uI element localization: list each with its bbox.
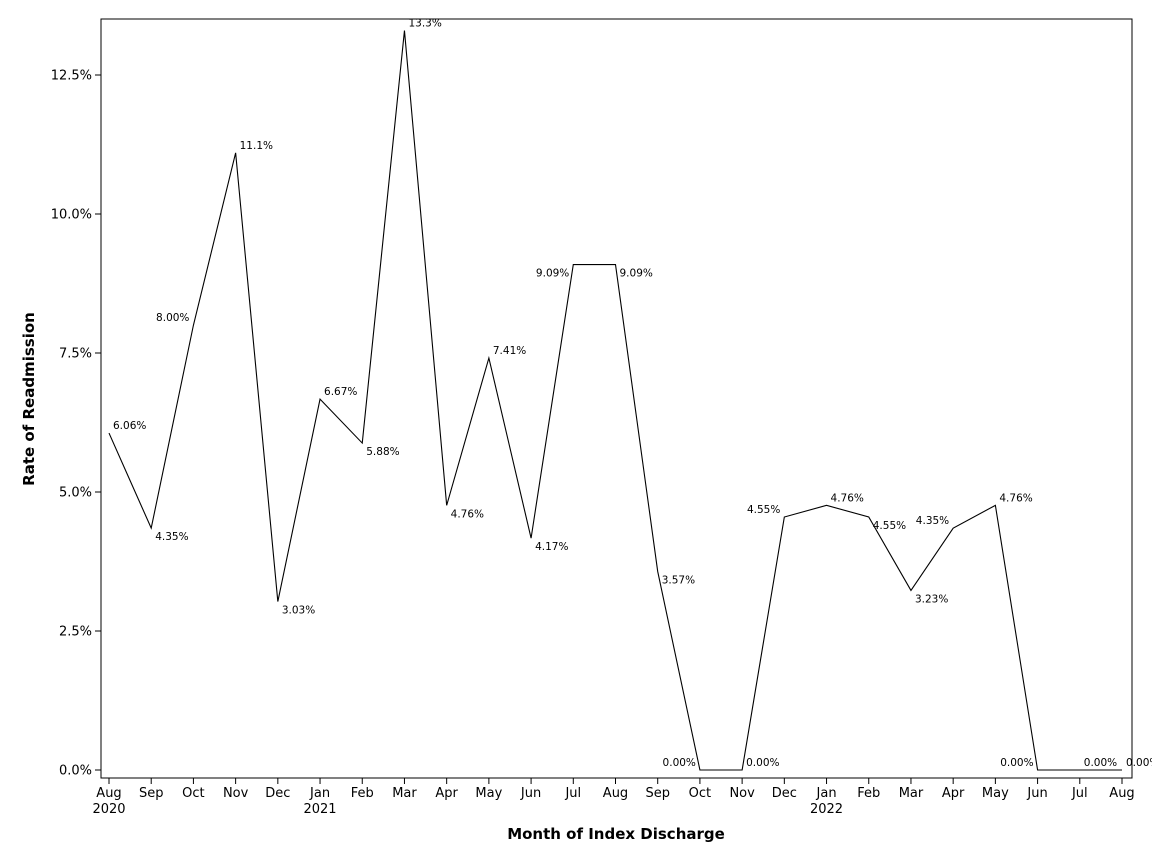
- data-label: 3.57%: [662, 575, 695, 587]
- series-line: [108, 30, 1122, 771]
- data-label: 4.35%: [916, 515, 949, 527]
- data-label: 9.09%: [620, 268, 653, 280]
- x-tick-label: Sep: [139, 786, 164, 801]
- data-label: 6.67%: [324, 386, 357, 398]
- data-label: 6.06%: [113, 420, 146, 432]
- data-label: 4.17%: [535, 541, 568, 553]
- data-label: 0.00%: [746, 757, 779, 769]
- x-year-label: 2021: [303, 802, 336, 817]
- y-tick-label: 0.0%: [59, 764, 92, 779]
- data-label: 3.23%: [915, 593, 948, 605]
- data-label: 8.00%: [156, 312, 189, 324]
- x-tick-label: Jan: [309, 786, 330, 801]
- data-label: 4.76%: [831, 492, 864, 504]
- x-tick-label: Dec: [265, 786, 290, 801]
- x-tick-label: Nov: [223, 786, 249, 801]
- data-label: 4.76%: [451, 508, 484, 520]
- data-label: 4.35%: [155, 531, 188, 543]
- x-tick-label: Feb: [351, 786, 374, 801]
- x-tick-label: Jun: [1026, 786, 1047, 801]
- x-tick-label: Jul: [564, 786, 581, 801]
- x-tick-label: Feb: [857, 786, 880, 801]
- data-label: 13.3%: [408, 18, 441, 30]
- x-tick-label: Oct: [182, 786, 204, 801]
- data-labels: 6.06% 4.35% 8.00% 11.1% 3.03% 6.67% 5.88% 13.3%…: [113, 18, 1152, 769]
- x-tick-label: Jul: [1071, 786, 1088, 801]
- data-label: 4.55%: [873, 520, 906, 532]
- x-tick-label: Jan: [816, 786, 837, 801]
- x-tick-label: Dec: [772, 786, 797, 801]
- x-tick-label: Mar: [392, 786, 417, 801]
- x-tick-label: Oct: [689, 786, 711, 801]
- x-year-label: 2022: [810, 802, 843, 817]
- y-tick-label: 12.5%: [51, 69, 92, 84]
- y-axis-title: Rate of Readmission: [20, 312, 38, 486]
- data-label: 11.1%: [240, 140, 273, 152]
- y-tick-label: 10.0%: [51, 208, 92, 223]
- data-label: 0.00%: [1084, 757, 1117, 769]
- x-tick-label: May: [475, 786, 502, 801]
- data-label: 9.09%: [536, 268, 569, 280]
- data-label: 3.03%: [282, 605, 315, 617]
- x-tick-label: Aug: [1109, 786, 1134, 801]
- x-year-label: 2020: [92, 802, 125, 817]
- y-tick-label: 2.5%: [59, 625, 92, 640]
- data-label: 4.55%: [747, 504, 780, 516]
- x-axis-title: Month of Index Discharge: [507, 825, 725, 843]
- y-tick-label: 5.0%: [59, 486, 92, 501]
- series-readmission-rate: [108, 30, 1122, 771]
- x-tick-label: Sep: [645, 786, 670, 801]
- x-tick-label: Apr: [942, 786, 965, 801]
- x-tick-label: Nov: [729, 786, 755, 801]
- data-label: 0.00%: [1126, 757, 1152, 769]
- x-axis: Aug Sep Oct Nov Dec Jan Feb Mar Apr May Jun Jul Aug S…: [92, 778, 1135, 817]
- data-label: 0.00%: [663, 757, 696, 769]
- data-label: 4.76%: [999, 492, 1032, 504]
- x-tick-label: Aug: [603, 786, 628, 801]
- y-axis: 0.0% 2.5% 5.0% 7.5% 10.0% 12.5%: [51, 69, 101, 779]
- x-tick-label: Mar: [899, 786, 924, 801]
- data-label: 5.88%: [366, 446, 399, 458]
- x-tick-label: May: [982, 786, 1009, 801]
- x-tick-label: Apr: [435, 786, 458, 801]
- plot-frame: [100, 18, 1133, 779]
- data-label: 7.41%: [493, 345, 526, 357]
- data-label: 0.00%: [1000, 757, 1033, 769]
- x-tick-label: Jun: [520, 786, 541, 801]
- x-tick-label: Aug: [96, 786, 121, 801]
- y-tick-label: 7.5%: [59, 347, 92, 362]
